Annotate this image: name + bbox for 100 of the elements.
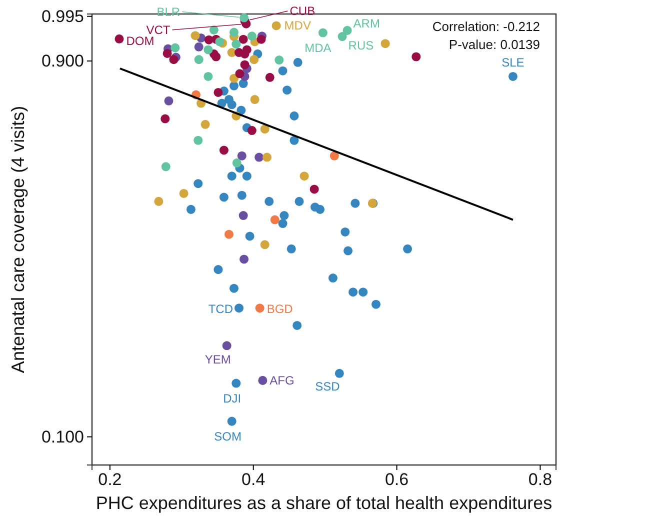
point <box>227 416 236 426</box>
point <box>229 74 239 83</box>
point <box>237 190 246 200</box>
point <box>154 196 164 206</box>
x-tick-label: 0.4 <box>242 470 266 490</box>
point <box>344 246 353 256</box>
point <box>412 52 421 62</box>
y-tick-label: 0.995 <box>41 6 84 26</box>
point <box>232 158 242 168</box>
point <box>256 34 266 44</box>
point <box>278 66 288 76</box>
point <box>286 244 296 254</box>
point <box>240 60 250 70</box>
x-tick-label: 0.6 <box>384 470 409 490</box>
y-tick-label: 0.100 <box>41 427 84 446</box>
point <box>161 162 170 172</box>
point <box>282 86 292 95</box>
point <box>274 56 284 65</box>
point <box>194 42 204 52</box>
point <box>278 219 288 228</box>
point <box>270 215 280 224</box>
point <box>371 300 381 309</box>
point <box>290 136 299 145</box>
point <box>310 184 319 194</box>
annotation: DJI <box>223 391 242 406</box>
annotation: AFG <box>270 373 294 388</box>
point <box>164 96 174 106</box>
point <box>212 52 221 62</box>
point <box>160 114 170 124</box>
point <box>204 45 213 54</box>
point <box>170 43 180 52</box>
point <box>229 28 239 37</box>
point <box>403 244 412 254</box>
point <box>293 58 302 67</box>
point <box>114 34 124 44</box>
point <box>258 376 268 385</box>
point <box>237 151 246 160</box>
point <box>214 88 223 97</box>
x-tick-label: 0.8 <box>528 470 552 490</box>
annotation: ARM <box>353 16 380 30</box>
point <box>214 265 223 274</box>
y-axis-title: Antenatal care coverage (4 visits) <box>8 106 28 374</box>
point <box>508 72 518 81</box>
x-axis-title: PHC expenditures as a share of total health expenditures <box>96 493 552 513</box>
point <box>294 196 304 206</box>
point <box>227 100 236 110</box>
point <box>292 320 302 330</box>
point <box>227 172 236 181</box>
annotation: MDV <box>284 18 311 33</box>
point <box>316 204 325 214</box>
annotation: MDA <box>304 40 332 55</box>
point <box>186 204 196 214</box>
point <box>194 179 203 188</box>
point <box>232 378 241 388</box>
annotation: BGD <box>266 302 294 316</box>
point <box>330 151 339 160</box>
point <box>219 146 228 155</box>
annotation: SSD <box>315 379 340 394</box>
point <box>262 152 272 162</box>
point <box>300 172 309 181</box>
point <box>238 211 248 220</box>
annotation: YEM <box>204 352 231 367</box>
point <box>260 124 270 134</box>
point <box>338 32 347 42</box>
point <box>194 55 204 64</box>
point <box>342 26 352 35</box>
point <box>232 40 241 49</box>
point <box>250 94 260 104</box>
point <box>358 288 368 297</box>
point <box>229 284 239 293</box>
point <box>260 240 270 250</box>
point <box>222 341 232 350</box>
point <box>264 196 274 206</box>
point <box>240 254 249 264</box>
point <box>250 55 259 64</box>
point <box>179 188 188 198</box>
point <box>245 232 254 241</box>
point <box>247 126 256 136</box>
point <box>380 39 390 48</box>
annotation: P-value: 0.0139 <box>448 37 540 52</box>
point <box>265 72 274 82</box>
point <box>238 34 248 44</box>
point <box>194 136 203 145</box>
point <box>272 21 281 30</box>
point <box>200 120 210 129</box>
point <box>209 25 218 34</box>
point <box>240 13 249 22</box>
point <box>242 172 252 181</box>
point <box>219 192 228 202</box>
point <box>247 32 256 41</box>
point <box>328 274 338 283</box>
x-tick-label: 0.2 <box>98 470 122 490</box>
point <box>162 48 172 58</box>
point <box>190 31 200 40</box>
point <box>280 211 289 220</box>
annotation: SLE <box>502 55 524 70</box>
annotation: SOM <box>214 429 242 444</box>
y-tick-label: 0.900 <box>41 51 84 70</box>
point <box>340 227 350 236</box>
annotation: RUS <box>348 38 374 53</box>
